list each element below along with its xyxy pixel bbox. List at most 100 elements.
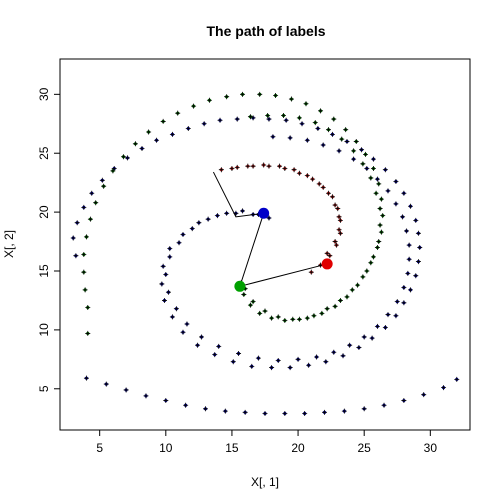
- point-marker: [353, 138, 359, 144]
- point-marker: [370, 156, 376, 162]
- point-marker: [401, 398, 407, 404]
- point-marker: [296, 316, 302, 322]
- point-marker: [169, 131, 175, 137]
- point-marker: [407, 203, 413, 209]
- point-marker: [236, 350, 242, 356]
- point-marker: [337, 297, 343, 303]
- y-tick-label: 5: [37, 385, 51, 392]
- point-marker: [347, 342, 353, 348]
- point-marker: [82, 287, 88, 293]
- point-marker: [393, 201, 399, 207]
- point-marker: [401, 190, 407, 196]
- y-axis-label: X[, 2]: [2, 230, 16, 258]
- x-axis-label: X[, 1]: [251, 475, 279, 489]
- point-marker: [327, 253, 333, 259]
- point-marker: [373, 190, 379, 196]
- point-marker: [189, 226, 195, 232]
- y-tick-label: 10: [37, 323, 51, 337]
- point-marker: [304, 315, 310, 321]
- point-marker: [261, 162, 267, 168]
- point-marker: [230, 359, 236, 365]
- point-marker: [85, 330, 91, 336]
- point-marker: [315, 125, 321, 131]
- point-marker: [273, 93, 279, 99]
- point-marker: [139, 146, 145, 152]
- point-marker: [361, 406, 367, 412]
- point-marker: [344, 138, 350, 144]
- point-marker: [277, 163, 283, 169]
- point-marker: [175, 110, 181, 116]
- x-tick-label: 15: [225, 441, 239, 455]
- point-marker: [368, 260, 374, 266]
- point-marker: [217, 117, 223, 123]
- point-marker: [269, 315, 275, 321]
- point-marker: [376, 239, 382, 245]
- point-marker: [324, 306, 330, 312]
- point-marker: [314, 354, 320, 360]
- point-marker: [282, 411, 288, 417]
- point-marker: [413, 217, 419, 223]
- point-marker: [202, 406, 208, 412]
- point-marker: [308, 269, 314, 275]
- point-marker: [415, 259, 421, 265]
- point-marker: [167, 246, 173, 252]
- point-marker: [262, 411, 268, 417]
- point-marker: [282, 317, 288, 323]
- point-marker: [257, 310, 263, 316]
- point-marker: [180, 231, 186, 237]
- point-marker: [364, 166, 370, 172]
- point-marker: [214, 213, 220, 219]
- point-marker: [351, 156, 357, 162]
- y-tick-label: 15: [37, 264, 51, 278]
- point-marker: [325, 190, 331, 196]
- point-marker: [406, 256, 412, 262]
- point-marker: [324, 250, 330, 256]
- point-marker: [304, 137, 310, 143]
- y-axis: 5 10 15 20 25 30: [37, 87, 61, 392]
- point-marker: [229, 166, 235, 172]
- point-marker: [382, 325, 388, 331]
- point-marker: [234, 116, 240, 122]
- path-line: [212, 171, 328, 288]
- x-tick-label: 5: [96, 441, 103, 455]
- point-marker: [341, 408, 347, 414]
- point-marker: [240, 91, 246, 97]
- point-marker: [329, 131, 335, 137]
- x-tick-label: 20: [291, 441, 305, 455]
- point-marker: [281, 113, 287, 119]
- point-marker: [282, 166, 288, 172]
- point-marker: [360, 274, 366, 280]
- point-marker: [163, 272, 169, 278]
- point-marker: [89, 190, 95, 196]
- point-marker: [120, 154, 126, 160]
- point-marker: [250, 163, 256, 169]
- point-marker: [212, 352, 218, 358]
- x-tick-label: 10: [159, 441, 173, 455]
- point-marker: [343, 127, 349, 133]
- point-marker: [247, 302, 253, 308]
- point-marker: [291, 167, 297, 173]
- point-marker: [374, 323, 380, 329]
- point-marker: [376, 181, 382, 187]
- point-marker: [83, 375, 89, 381]
- point-marker: [123, 387, 129, 393]
- point-marker: [242, 409, 248, 415]
- point-marker: [385, 188, 391, 194]
- x-tick-label: 30: [424, 441, 438, 455]
- point-marker: [191, 103, 197, 109]
- point-marker: [262, 308, 268, 314]
- point-marker: [374, 176, 380, 182]
- point-marker: [296, 170, 302, 176]
- point-marker: [332, 202, 338, 208]
- cluster-center: [258, 207, 270, 219]
- point-marker: [266, 215, 272, 221]
- point-marker: [206, 97, 212, 103]
- point-marker: [224, 94, 230, 100]
- point-marker: [406, 242, 412, 248]
- point-marker: [283, 117, 289, 123]
- point-marker: [401, 300, 407, 306]
- point-marker: [87, 216, 93, 222]
- point-marker: [183, 402, 189, 408]
- point-marker: [320, 142, 326, 148]
